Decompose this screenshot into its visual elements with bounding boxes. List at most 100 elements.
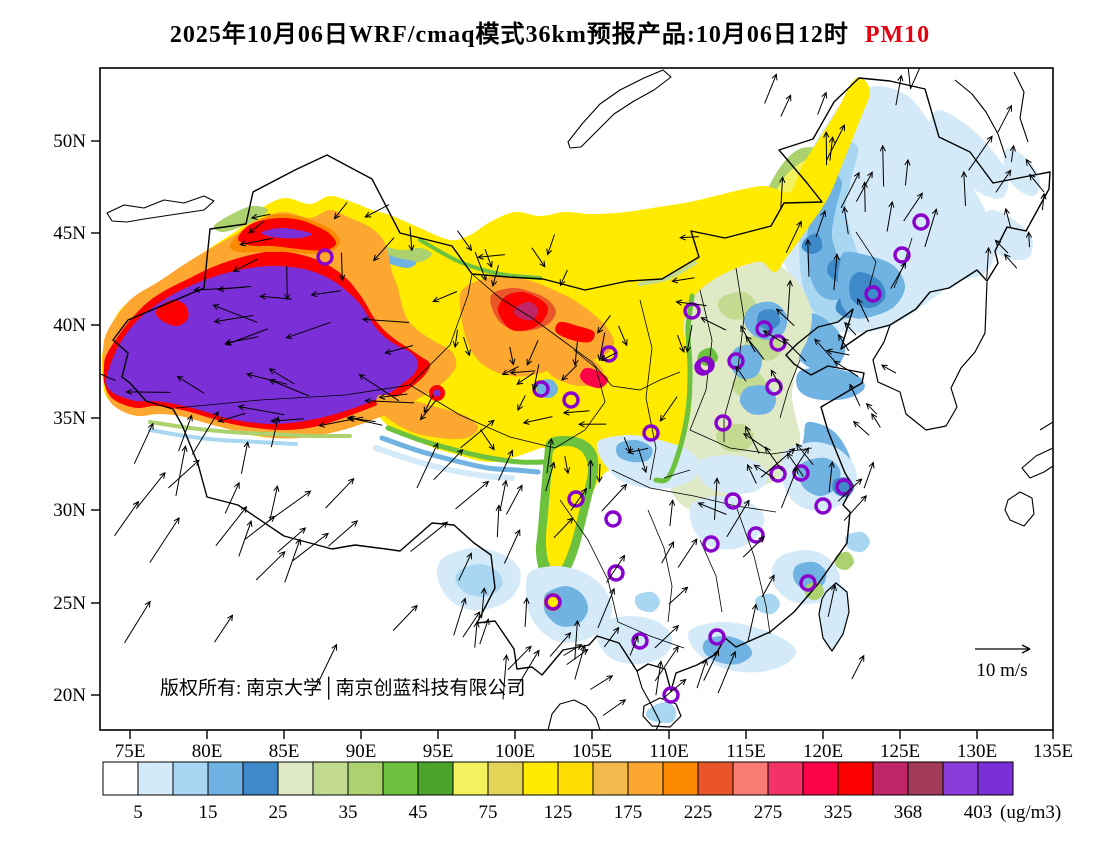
wind-arrow bbox=[627, 447, 649, 455]
wind-arrow bbox=[455, 480, 490, 510]
wind-arrow bbox=[178, 414, 193, 452]
station-marker bbox=[316, 248, 334, 266]
colorbar-cell bbox=[207, 761, 244, 796]
wind-arrow bbox=[871, 412, 881, 428]
wind-arrow bbox=[863, 461, 875, 489]
wind-arrow bbox=[679, 234, 699, 241]
wind-arrow bbox=[133, 422, 154, 465]
wind-arrow bbox=[423, 395, 434, 414]
colorbar-cell bbox=[732, 761, 769, 796]
wind-arrow bbox=[587, 459, 594, 489]
wind-arrow bbox=[890, 261, 907, 289]
wind-arrow bbox=[780, 467, 798, 509]
wind-arrow bbox=[671, 277, 695, 284]
lon-label: 95E bbox=[423, 741, 454, 762]
colorbar-label: 368 bbox=[894, 802, 923, 823]
colorbar-cell bbox=[837, 761, 874, 796]
wind-arrow bbox=[474, 252, 487, 282]
wind-arrow bbox=[463, 336, 471, 357]
station-marker bbox=[799, 574, 817, 592]
wind-scale-arrow bbox=[975, 644, 1031, 654]
wind-arrow bbox=[491, 265, 499, 287]
wind-arrow bbox=[214, 614, 234, 643]
lat-label: 50N bbox=[53, 131, 86, 152]
wind-arrow bbox=[924, 208, 938, 247]
wind-arrow bbox=[895, 74, 904, 106]
coastline-japan-kyushu bbox=[1004, 491, 1035, 527]
wind-arrow bbox=[782, 337, 807, 362]
wind-arrow bbox=[509, 369, 536, 376]
wind-arrow bbox=[224, 336, 259, 346]
contour-fringe-3 bbox=[373, 445, 515, 481]
station-marker bbox=[631, 632, 649, 650]
wind-arrow bbox=[372, 237, 395, 262]
wind-arrow bbox=[590, 675, 614, 690]
colorbar-cell bbox=[627, 761, 664, 796]
wind-arrow bbox=[865, 402, 878, 415]
hotspot-0 bbox=[433, 389, 441, 397]
station-marker bbox=[708, 628, 726, 646]
wind-arrow bbox=[114, 500, 140, 537]
wind-arrow bbox=[574, 644, 587, 680]
wind-arrow bbox=[903, 192, 923, 222]
colorbar-cell bbox=[872, 761, 909, 796]
lon-label: 90E bbox=[346, 741, 377, 762]
wind-arrow bbox=[269, 484, 280, 520]
station-marker bbox=[567, 490, 585, 508]
contour-fringe-4 bbox=[418, 238, 542, 280]
colorbar-cell bbox=[522, 761, 559, 796]
province-border-16 bbox=[699, 539, 723, 613]
wind-arrow bbox=[522, 416, 553, 425]
wind-arrow bbox=[852, 420, 870, 436]
contour-region-southrim-orange bbox=[376, 394, 478, 440]
province-border-15 bbox=[647, 509, 673, 623]
wind-arrow bbox=[780, 94, 792, 117]
wind-arrow bbox=[479, 618, 490, 645]
wind-arrow bbox=[837, 478, 863, 502]
wind-arrow bbox=[346, 415, 376, 423]
province-border-10 bbox=[559, 499, 619, 623]
wind-arrow bbox=[775, 308, 795, 327]
wind-arrow bbox=[675, 299, 707, 307]
wind-arrow bbox=[432, 291, 458, 303]
wind-arrow bbox=[333, 202, 348, 220]
colorbar-cell bbox=[417, 761, 454, 796]
province-border-5 bbox=[639, 299, 657, 481]
wind-arrow bbox=[838, 333, 850, 352]
wind-arrow bbox=[968, 135, 993, 171]
wind-arrow bbox=[1040, 192, 1047, 211]
wind-arrow bbox=[746, 463, 757, 484]
lon-label: 80E bbox=[192, 741, 223, 762]
wind-arrow bbox=[484, 249, 493, 269]
wind-arrow bbox=[378, 393, 408, 400]
wind-arrow bbox=[659, 396, 678, 422]
map-frame bbox=[99, 67, 1054, 731]
wind-arrow bbox=[1025, 231, 1033, 248]
wind-arrow bbox=[479, 429, 495, 451]
colorbar-label: 5 bbox=[133, 802, 143, 823]
wind-arrow bbox=[726, 499, 750, 538]
wind-arrow bbox=[677, 334, 685, 354]
wind-arrow bbox=[597, 332, 606, 362]
wind-arrow bbox=[553, 517, 574, 539]
station-marker bbox=[724, 492, 742, 510]
wind-arrow bbox=[270, 416, 281, 448]
wind-arrow bbox=[238, 520, 253, 557]
wind-arrow bbox=[453, 597, 467, 636]
wind-arrow bbox=[663, 678, 687, 698]
colorbar-cell bbox=[767, 761, 804, 796]
colorbar-label: 75 bbox=[479, 802, 498, 823]
wind-arrow bbox=[285, 321, 331, 340]
wind-arrow bbox=[742, 432, 768, 450]
lon-label: 115E bbox=[726, 741, 765, 762]
wind-arrow bbox=[745, 425, 760, 454]
coastline-sakhalin bbox=[1013, 71, 1029, 143]
colorbar-label: 35 bbox=[339, 802, 358, 823]
wind-arrow bbox=[603, 626, 620, 648]
wind-arrow bbox=[762, 330, 787, 345]
wind-arrow bbox=[193, 286, 244, 293]
wind-arrow bbox=[462, 611, 481, 638]
colorbar-label: 225 bbox=[684, 802, 713, 823]
